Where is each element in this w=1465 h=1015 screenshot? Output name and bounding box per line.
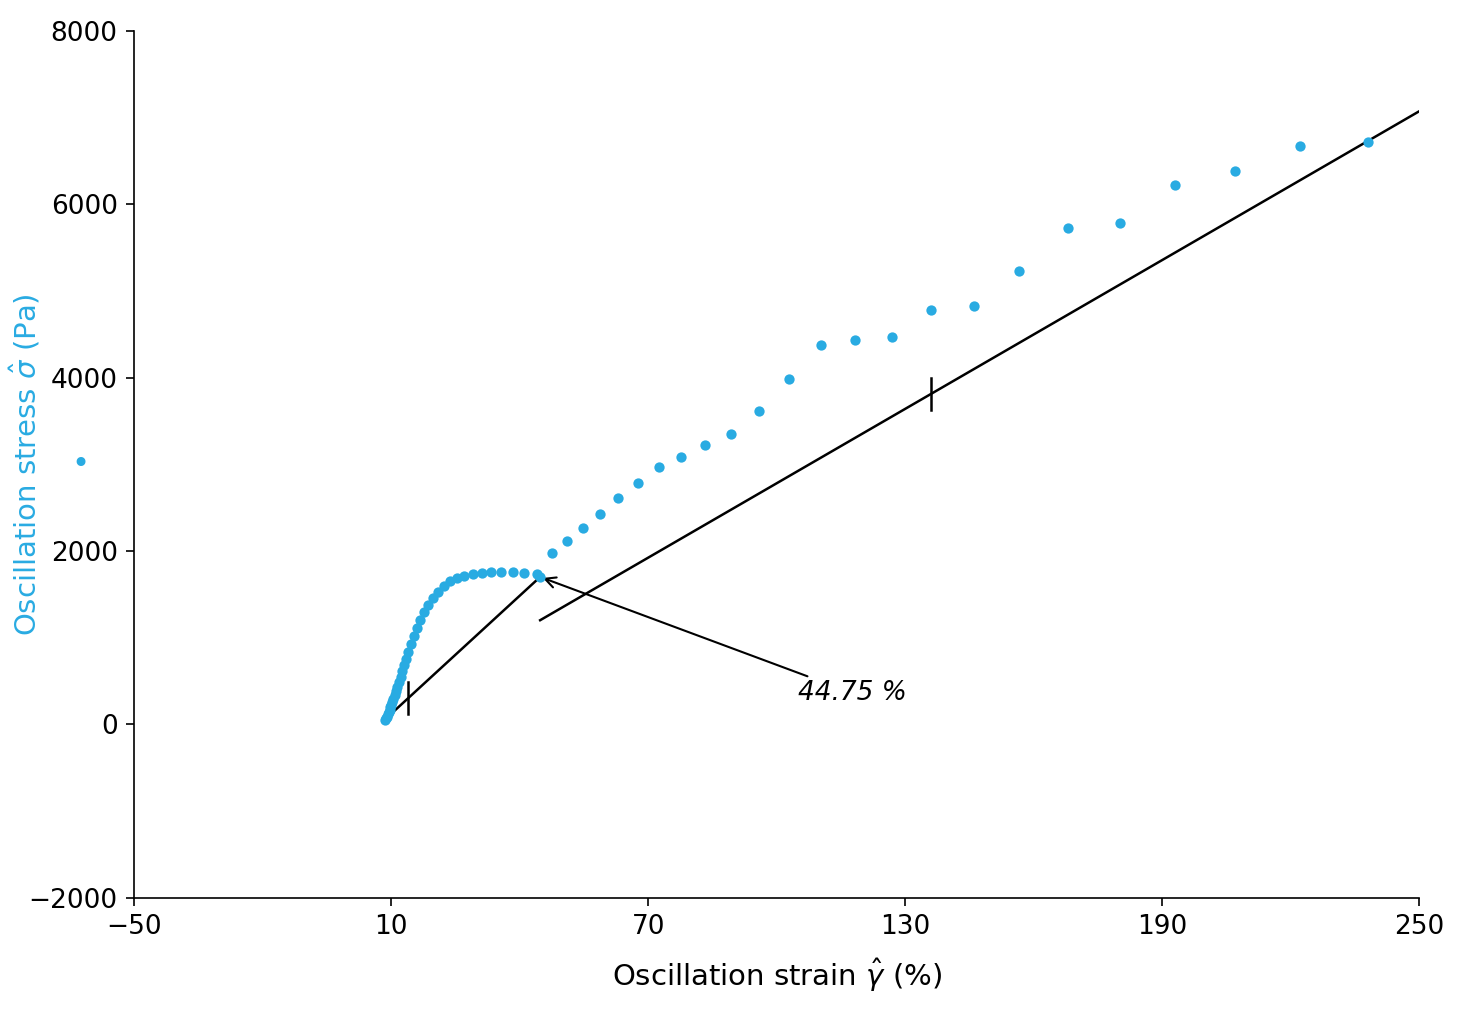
Point	[776, 371, 800, 388]
Point	[377, 706, 400, 723]
Point	[374, 712, 397, 728]
Point	[381, 694, 404, 710]
Point	[470, 565, 494, 582]
Point	[880, 329, 904, 345]
Point	[1357, 134, 1380, 150]
Point	[409, 612, 432, 628]
Point	[426, 584, 450, 600]
Text: Oscillation stress $\hat{\sigma}$ (Pa): Oscillation stress $\hat{\sigma}$ (Pa)	[9, 293, 42, 635]
Point	[1108, 215, 1131, 231]
Point	[529, 568, 552, 585]
Point	[587, 505, 611, 522]
Point	[391, 663, 415, 679]
Point	[382, 687, 406, 703]
Point	[1008, 263, 1031, 279]
Point	[607, 490, 630, 506]
Point	[1288, 138, 1311, 154]
Point	[479, 564, 502, 581]
Point	[394, 651, 418, 667]
Point	[379, 696, 403, 713]
X-axis label: Oscillation strain $\hat{\gamma}$ (%): Oscillation strain $\hat{\gamma}$ (%)	[612, 957, 942, 994]
Point	[670, 450, 693, 466]
Point	[489, 563, 513, 580]
Point	[626, 475, 649, 491]
Point	[385, 678, 409, 694]
Point	[453, 567, 476, 584]
Point	[378, 702, 401, 719]
Point	[513, 565, 536, 582]
Point	[397, 644, 420, 660]
Point	[412, 604, 435, 620]
Point	[404, 620, 428, 636]
Point	[541, 545, 564, 561]
Point	[384, 683, 407, 699]
Point	[920, 301, 943, 318]
Text: 44.75 %: 44.75 %	[545, 578, 907, 706]
Point	[377, 704, 400, 721]
Point	[571, 520, 595, 536]
Point	[375, 708, 398, 725]
Point	[390, 669, 413, 685]
Point	[438, 572, 461, 589]
Point	[648, 459, 671, 475]
Point	[747, 402, 771, 418]
Point	[393, 658, 416, 674]
Point	[844, 332, 867, 348]
Point	[379, 699, 403, 716]
Point	[400, 636, 423, 653]
Point	[416, 597, 439, 613]
Point	[375, 710, 398, 727]
Point	[693, 437, 716, 454]
Point	[1056, 219, 1080, 235]
Point	[387, 674, 410, 690]
Point	[719, 426, 743, 443]
Text: •: •	[72, 450, 89, 479]
Point	[963, 297, 986, 314]
Point	[420, 590, 444, 606]
Point	[1163, 177, 1187, 193]
Point	[555, 533, 579, 549]
Point	[432, 578, 456, 594]
Point	[461, 566, 485, 583]
Point	[526, 566, 549, 583]
Point	[401, 628, 425, 645]
Point	[382, 690, 406, 706]
Point	[1223, 163, 1247, 180]
Point	[445, 569, 469, 586]
Point	[809, 337, 832, 353]
Point	[501, 564, 524, 581]
